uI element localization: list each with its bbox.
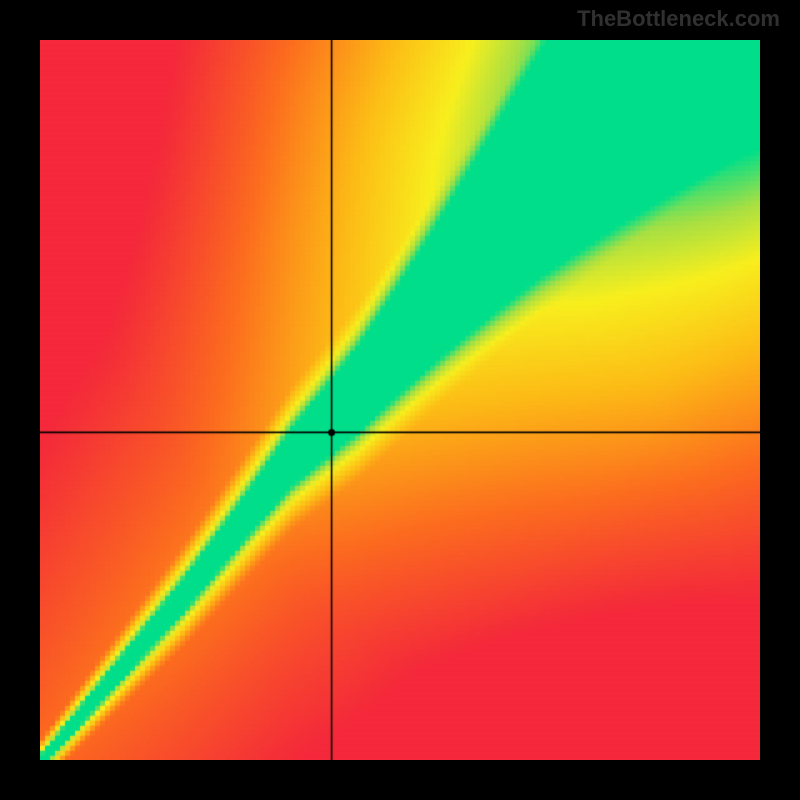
watermark-text: TheBottleneck.com [577, 6, 780, 32]
chart-container: TheBottleneck.com [0, 0, 800, 800]
bottleneck-heatmap [40, 40, 760, 760]
